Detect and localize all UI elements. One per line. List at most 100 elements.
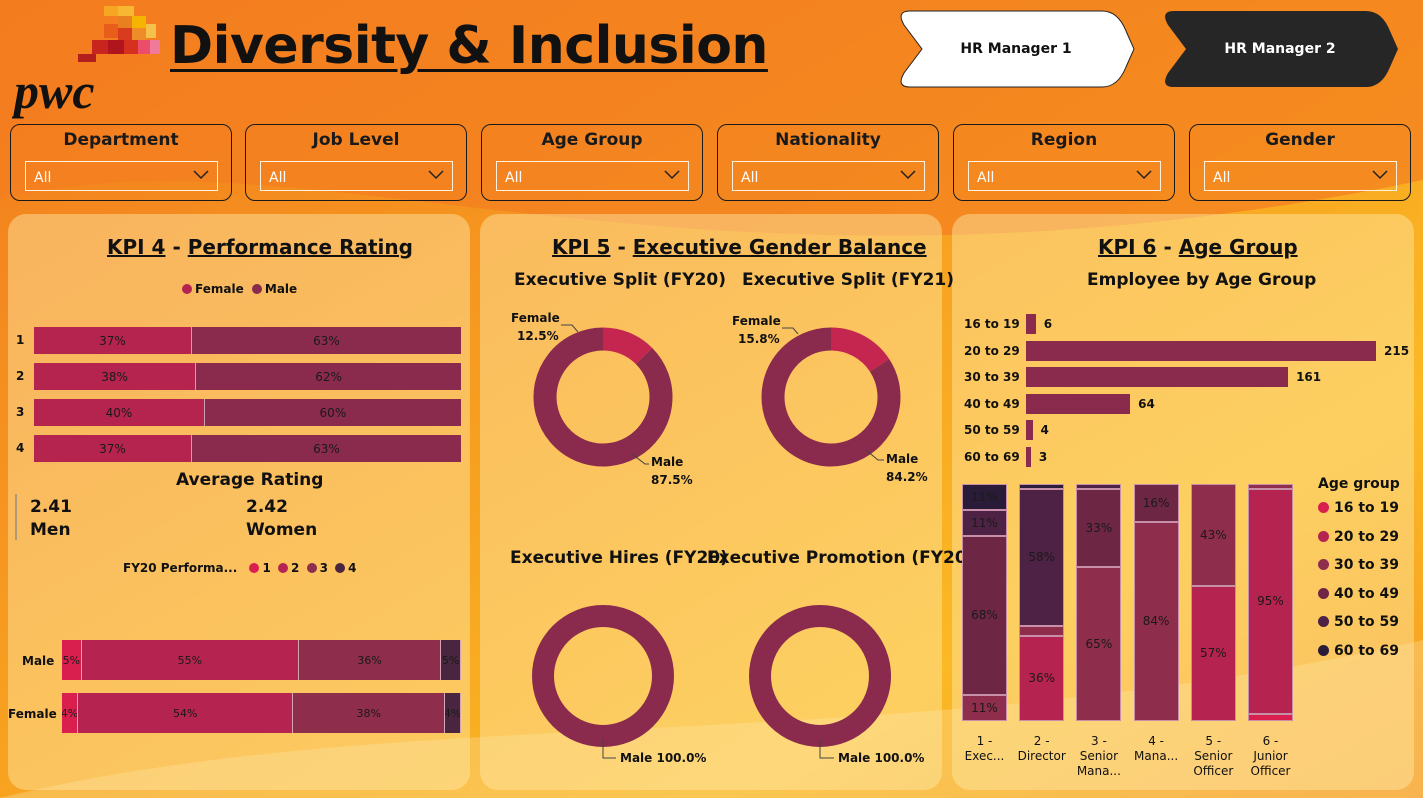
dropdown-value: All: [505, 170, 523, 186]
rating-bar-segment-female: 38%: [34, 363, 197, 390]
rating-bar-segment-male: 60%: [204, 399, 461, 426]
legend-rating-4-label: 4: [348, 561, 357, 575]
kpi4-number: KPI 4: [107, 235, 166, 259]
nav-hr-manager-1-label: HR Manager 1: [960, 41, 1072, 57]
age-legend-item: 40 to 49: [1318, 586, 1399, 602]
hires-leader: [602, 740, 616, 759]
nationality-dropdown[interactable]: All: [732, 161, 925, 191]
executive-split-fy20-title: Executive Split (FY20): [514, 270, 727, 290]
age-category-label: 40 to 49: [964, 396, 1020, 411]
age-legend-label: 60 to 69: [1334, 642, 1400, 659]
kpi5-number: KPI 5: [552, 235, 611, 259]
slicer-label: Job Level: [312, 130, 400, 150]
dropdown-value: All: [34, 170, 52, 186]
age-column-segment: 65%: [1076, 566, 1122, 721]
split-fy21-slice-female: [830, 327, 890, 373]
split-fy20-slice-male: [533, 327, 673, 467]
age-legend-label: 50 to 59: [1334, 614, 1400, 630]
age-column-segment: [1248, 713, 1293, 721]
chevron-down-icon: [900, 170, 916, 180]
age-column-segment: 11%: [962, 695, 1007, 721]
fy21-male-label: Male: [886, 452, 919, 466]
rating-bar: 37% 63%: [34, 435, 461, 462]
rating-bar-segment-female: 40%: [34, 399, 205, 426]
job-level-category-label: 2 - Director: [1017, 734, 1066, 763]
age-category-label: 50 to 59: [964, 423, 1020, 437]
age-category-label: 30 to 39: [964, 370, 1020, 384]
age-column-segment: 43%: [1190, 484, 1236, 586]
card-divider: [15, 494, 17, 540]
rating-category-label: 4: [16, 441, 25, 455]
performance-bar: 5% 55% 36% 5%: [62, 640, 461, 680]
rating-category-label: 1: [16, 333, 25, 347]
department-dropdown[interactable]: All: [25, 161, 218, 191]
age-column-segment: 33%: [1076, 488, 1122, 567]
split-fy21-slice-male: [761, 327, 901, 467]
fy20-female-leader: [561, 324, 579, 333]
age-legend-item: 60 to 69: [1318, 643, 1399, 659]
age-bar: [1026, 420, 1033, 440]
rating-bar-segment-male: 63%: [191, 327, 461, 354]
job-level-dropdown[interactable]: All: [260, 161, 453, 191]
rating-category-label: 3: [16, 405, 25, 419]
job-level-category-label: 1 - Exec...: [964, 734, 1005, 763]
legend-rating-2-dot: [278, 563, 289, 573]
slicer-department: Department All: [10, 124, 232, 201]
region-dropdown[interactable]: All: [968, 161, 1161, 191]
slicer-nationality: Nationality All: [717, 124, 939, 201]
slicer-gender: Gender All: [1189, 124, 1411, 201]
age-legend-label: 30 to 39: [1334, 557, 1400, 573]
promotion-fy20-slice-male: [749, 605, 891, 747]
nav-hr-manager-2[interactable]: HR Manager 2: [1160, 9, 1400, 89]
legend-female-label: Female: [195, 282, 244, 296]
performance-bar-segment-1: 5%: [62, 640, 82, 680]
age-bar-value: 161: [1296, 370, 1322, 384]
nav-hr-manager-1[interactable]: HR Manager 1: [896, 9, 1136, 89]
slicer-label: Region: [1030, 130, 1098, 150]
performance-bar-segment-4: 4%: [445, 693, 461, 733]
chevron-down-icon: [664, 170, 680, 180]
fy20-male-value: 87.5%: [651, 473, 693, 487]
logo-text: pwc: [12, 63, 95, 119]
performance-bar-segment-2: 54%: [77, 693, 294, 733]
employee-by-age-title: Employee by Age Group: [1087, 270, 1317, 290]
kpi6-title: KPI 6 - Age Group: [1098, 235, 1298, 259]
performance-bar-segment-4: 5%: [441, 640, 461, 680]
executive-split-fy21-title: Executive Split (FY21): [742, 270, 955, 290]
gender-dropdown[interactable]: All: [1204, 161, 1397, 191]
age-category-label: 16 to 19: [964, 317, 1020, 331]
dropdown-value: All: [977, 170, 995, 186]
age-bar-value: 215: [1384, 343, 1410, 358]
slicer-age-group: Age Group All: [481, 124, 703, 201]
legend-rating-1-label: 1: [262, 561, 271, 575]
age-group-dropdown[interactable]: All: [496, 161, 689, 191]
rating-bar-segment-male: 62%: [196, 363, 461, 390]
age-bar-value: 4: [1040, 423, 1049, 437]
fy21-female-label: Female: [732, 314, 781, 328]
performance-bar-segment-3: 38%: [293, 693, 446, 733]
age-legend-label: 20 to 29: [1334, 528, 1400, 545]
age-column-segment: 58%: [1019, 488, 1065, 627]
age-legend-item: 30 to 39: [1318, 557, 1399, 573]
age-bar-value: 6: [1043, 317, 1053, 331]
slicer-region: Region All: [953, 124, 1175, 201]
fy21-male-value: 84.2%: [886, 470, 928, 484]
legend-female-dot: [182, 284, 192, 294]
chevron-down-icon: [428, 170, 444, 180]
legend-rating-3-dot: [306, 563, 317, 573]
legend-title: FY20 Performa...: [123, 561, 238, 575]
kpi4-legend: Female Male: [182, 282, 297, 296]
slicer-job-level: Job Level All: [245, 124, 467, 201]
nav-shape: [1165, 11, 1398, 87]
age-column-segment: 36%: [1019, 635, 1065, 721]
age-bar: [1026, 446, 1031, 467]
women-rating-label: Women: [246, 520, 318, 540]
age-category-label: 60 to 69: [964, 449, 1020, 464]
age-column-segment: [1076, 484, 1122, 489]
rating-bar: 40% 60%: [34, 399, 461, 426]
age-legend-label: 16 to 19: [1334, 500, 1400, 516]
legend-rating-3-label: 3: [319, 561, 328, 575]
age-legend-dot: [1318, 559, 1329, 570]
age-column-segment: 68%: [962, 535, 1007, 696]
executive-promotion-title: Executive Promotion (FY20): [707, 548, 975, 568]
